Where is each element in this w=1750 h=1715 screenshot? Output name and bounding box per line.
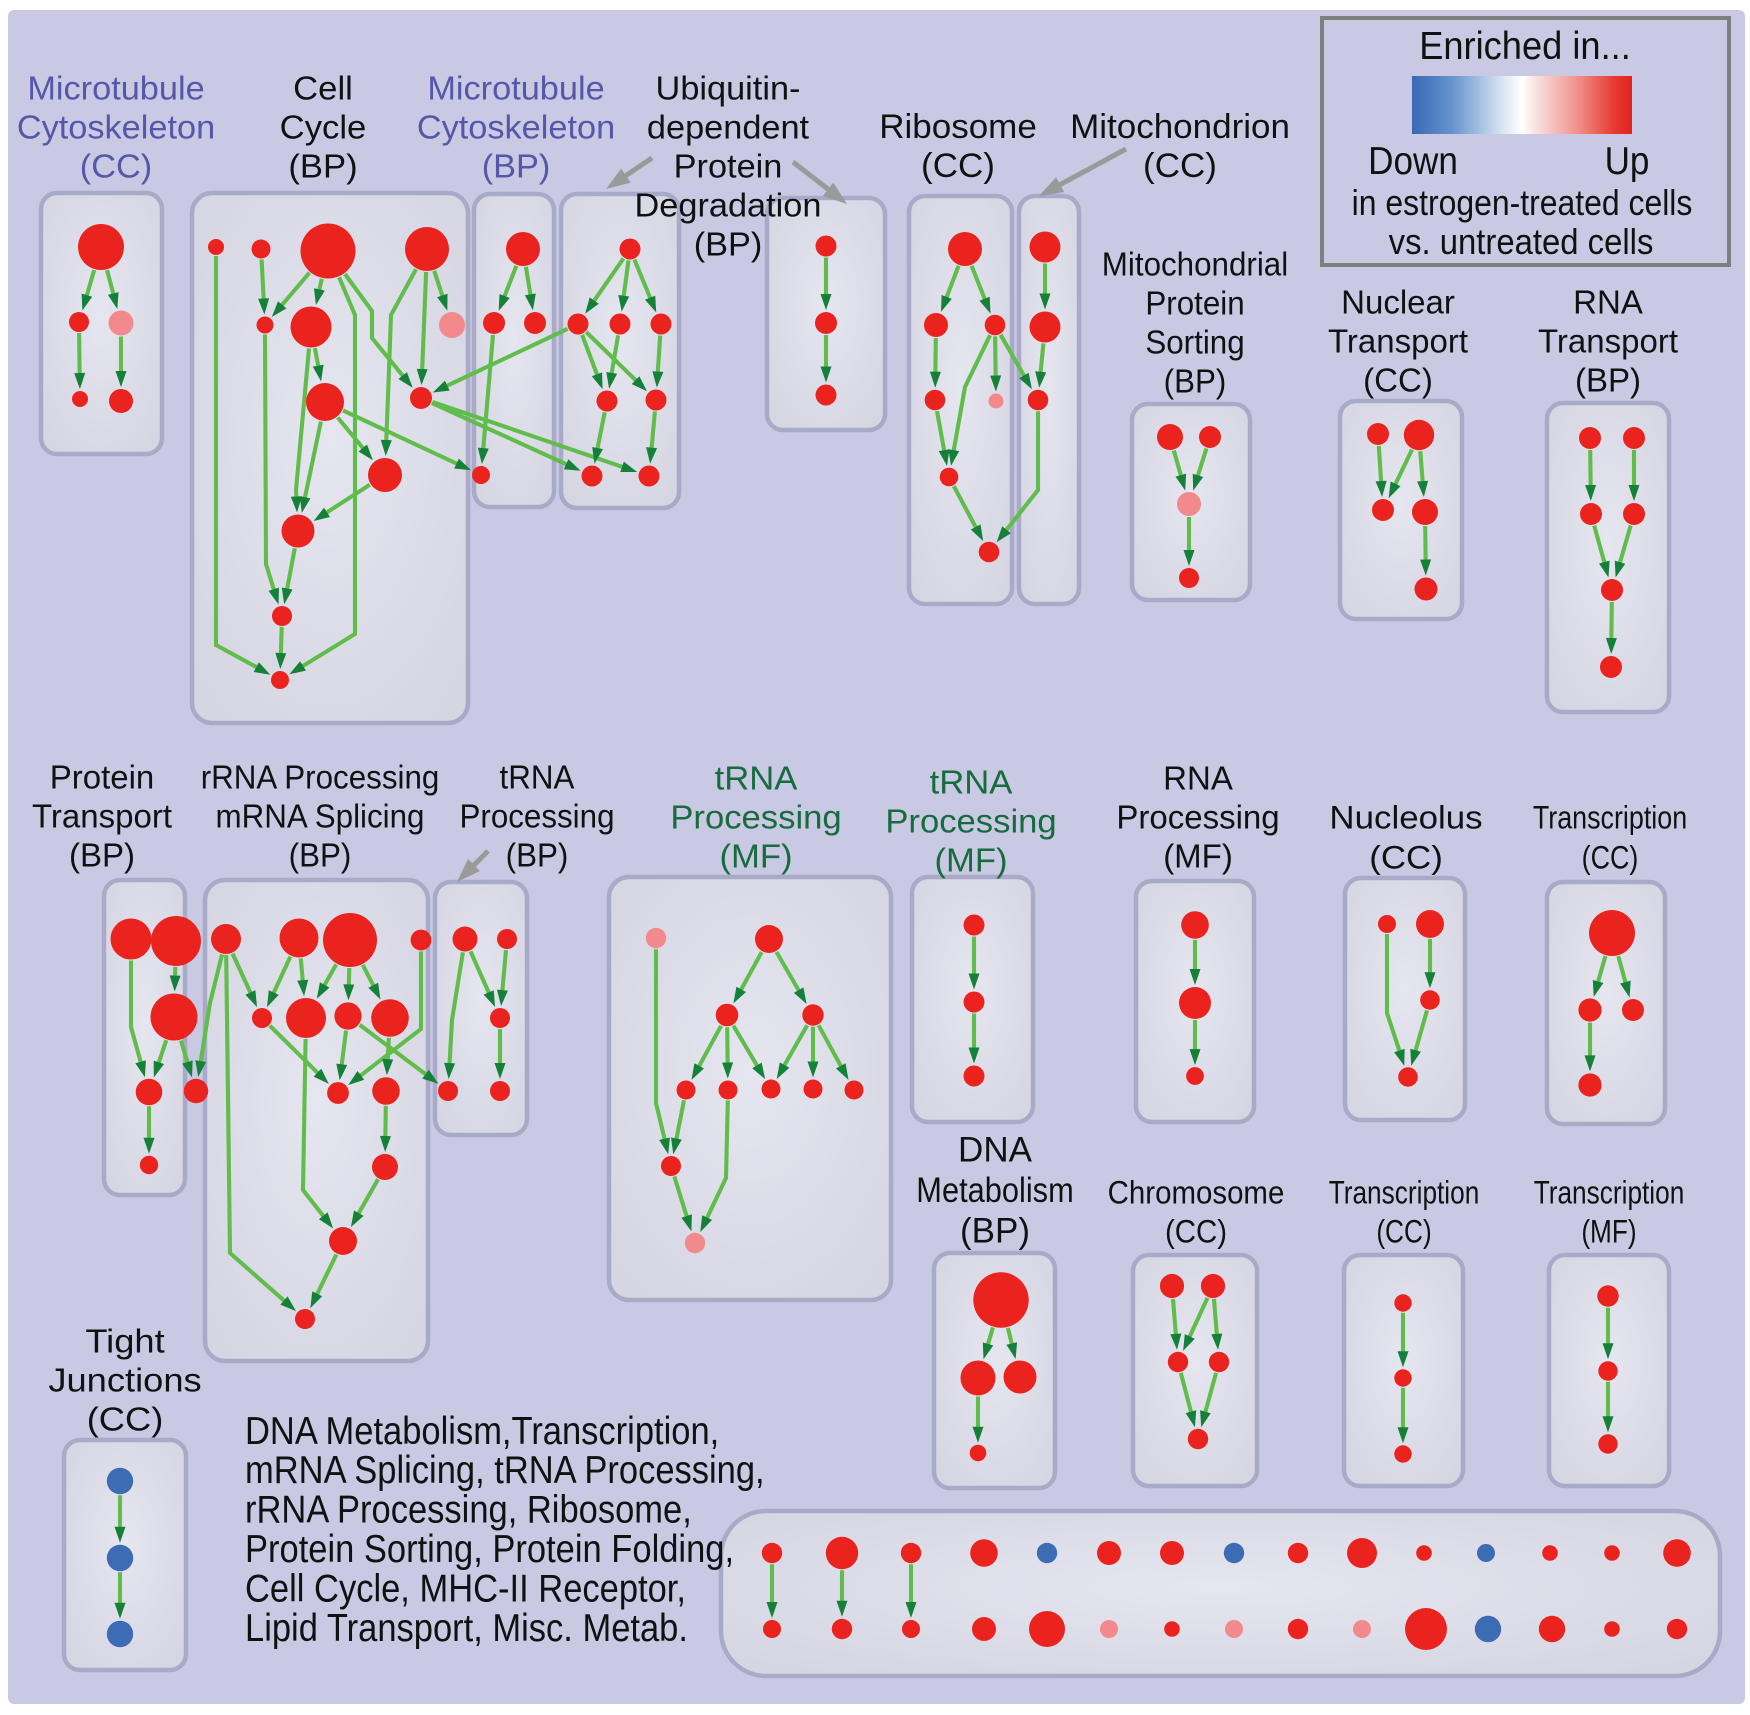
svg-text:(CC): (CC) <box>1165 1213 1227 1249</box>
svg-text:Mitochondrial: Mitochondrial <box>1102 246 1288 283</box>
svg-text:Down: Down <box>1368 138 1458 182</box>
svg-text:(CC): (CC) <box>1369 841 1443 876</box>
svg-text:(BP): (BP) <box>288 148 357 185</box>
svg-text:(MF): (MF) <box>719 838 792 875</box>
svg-text:(CC): (CC) <box>921 148 995 185</box>
svg-text:(BP): (BP) <box>289 837 352 874</box>
svg-text:Transcription: Transcription <box>1533 800 1687 836</box>
svg-text:tRNA: tRNA <box>930 764 1013 801</box>
svg-text:Processing: Processing <box>459 798 614 835</box>
svg-text:Transport: Transport <box>1538 323 1678 360</box>
svg-text:(BP): (BP) <box>1164 363 1227 400</box>
svg-text:(CC): (CC) <box>1143 148 1217 185</box>
svg-text:Processing: Processing <box>1116 799 1279 836</box>
svg-text:(MF): (MF) <box>1163 838 1233 875</box>
svg-text:Junctions: Junctions <box>48 1363 201 1399</box>
svg-text:Enriched in...: Enriched in... <box>1419 24 1631 67</box>
svg-text:tRNA: tRNA <box>500 759 575 796</box>
svg-text:Tight: Tight <box>85 1324 165 1360</box>
svg-text:Nuclear: Nuclear <box>1341 284 1455 321</box>
svg-text:Degradation: Degradation <box>635 188 822 224</box>
svg-text:Microtubule: Microtubule <box>27 71 204 107</box>
svg-text:Transport: Transport <box>1328 323 1468 360</box>
svg-text:Cell: Cell <box>293 70 353 107</box>
svg-text:(CC): (CC) <box>1582 840 1639 876</box>
svg-text:(MF): (MF) <box>934 842 1007 879</box>
svg-text:rRNA Processing, Ribosome,: rRNA Processing, Ribosome, <box>245 1488 692 1531</box>
svg-text:rRNA Processing: rRNA Processing <box>201 759 440 796</box>
svg-text:Processing: Processing <box>670 799 841 836</box>
svg-text:Transport: Transport <box>32 798 172 835</box>
svg-text:Microtubule: Microtubule <box>427 71 604 107</box>
svg-text:(CC): (CC) <box>87 1402 164 1438</box>
svg-text:(CC): (CC) <box>1376 1215 1431 1250</box>
svg-text:dependent: dependent <box>647 110 810 146</box>
svg-text:vs. untreated cells: vs. untreated cells <box>1389 222 1654 262</box>
svg-text:RNA: RNA <box>1573 284 1643 321</box>
svg-text:Transcription: Transcription <box>1329 1176 1480 1211</box>
svg-text:tRNA: tRNA <box>715 760 798 797</box>
svg-text:Cytoskeleton: Cytoskeleton <box>17 110 215 146</box>
svg-text:mRNA Splicing: mRNA Splicing <box>216 798 425 835</box>
svg-text:Protein Sorting, Protein Foldi: Protein Sorting, Protein Folding, <box>245 1527 734 1570</box>
svg-text:(BP): (BP) <box>482 149 551 185</box>
svg-text:Protein: Protein <box>1145 285 1244 322</box>
svg-text:(MF): (MF) <box>1581 1215 1636 1250</box>
svg-text:mRNA Splicing, tRNA Processing: mRNA Splicing, tRNA Processing, <box>245 1448 765 1491</box>
svg-text:Processing: Processing <box>885 803 1056 840</box>
svg-text:Lipid Transport, Misc. Metab.: Lipid Transport, Misc. Metab. <box>245 1606 688 1649</box>
svg-text:(BP): (BP) <box>1575 362 1641 399</box>
svg-text:(CC): (CC) <box>1363 362 1433 399</box>
svg-text:Nucleolus: Nucleolus <box>1329 801 1482 836</box>
svg-text:Cell Cycle, MHC-II Receptor,: Cell Cycle, MHC-II Receptor, <box>245 1566 686 1609</box>
svg-text:Cytoskeleton: Cytoskeleton <box>417 110 615 146</box>
svg-text:RNA: RNA <box>1163 760 1233 797</box>
svg-text:(BP): (BP) <box>506 837 569 874</box>
svg-text:in estrogen-treated cells: in estrogen-treated cells <box>1352 183 1693 223</box>
svg-text:Chromosome: Chromosome <box>1108 1174 1285 1210</box>
svg-text:Metabolism: Metabolism <box>916 1170 1073 1209</box>
svg-text:Cycle: Cycle <box>280 109 367 146</box>
svg-text:Transcription: Transcription <box>1534 1176 1685 1211</box>
svg-text:Ribosome: Ribosome <box>879 109 1037 146</box>
svg-text:Ubiquitin-: Ubiquitin- <box>656 71 801 107</box>
svg-text:Protein: Protein <box>50 759 155 796</box>
svg-text:DNA Metabolism,Transcription,: DNA Metabolism,Transcription, <box>245 1409 719 1452</box>
svg-text:DNA: DNA <box>958 1130 1033 1169</box>
svg-text:Sorting: Sorting <box>1145 324 1244 361</box>
svg-text:(CC): (CC) <box>80 149 152 185</box>
svg-text:(BP): (BP) <box>69 837 135 874</box>
svg-text:Protein: Protein <box>674 149 783 185</box>
svg-text:Up: Up <box>1605 138 1650 182</box>
svg-text:Mitochondrion: Mitochondrion <box>1070 109 1290 146</box>
svg-text:(BP): (BP) <box>694 227 763 263</box>
svg-text:(BP): (BP) <box>960 1211 1030 1250</box>
